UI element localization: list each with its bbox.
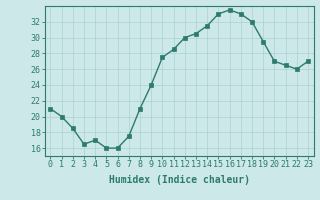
X-axis label: Humidex (Indice chaleur): Humidex (Indice chaleur) [109,175,250,185]
